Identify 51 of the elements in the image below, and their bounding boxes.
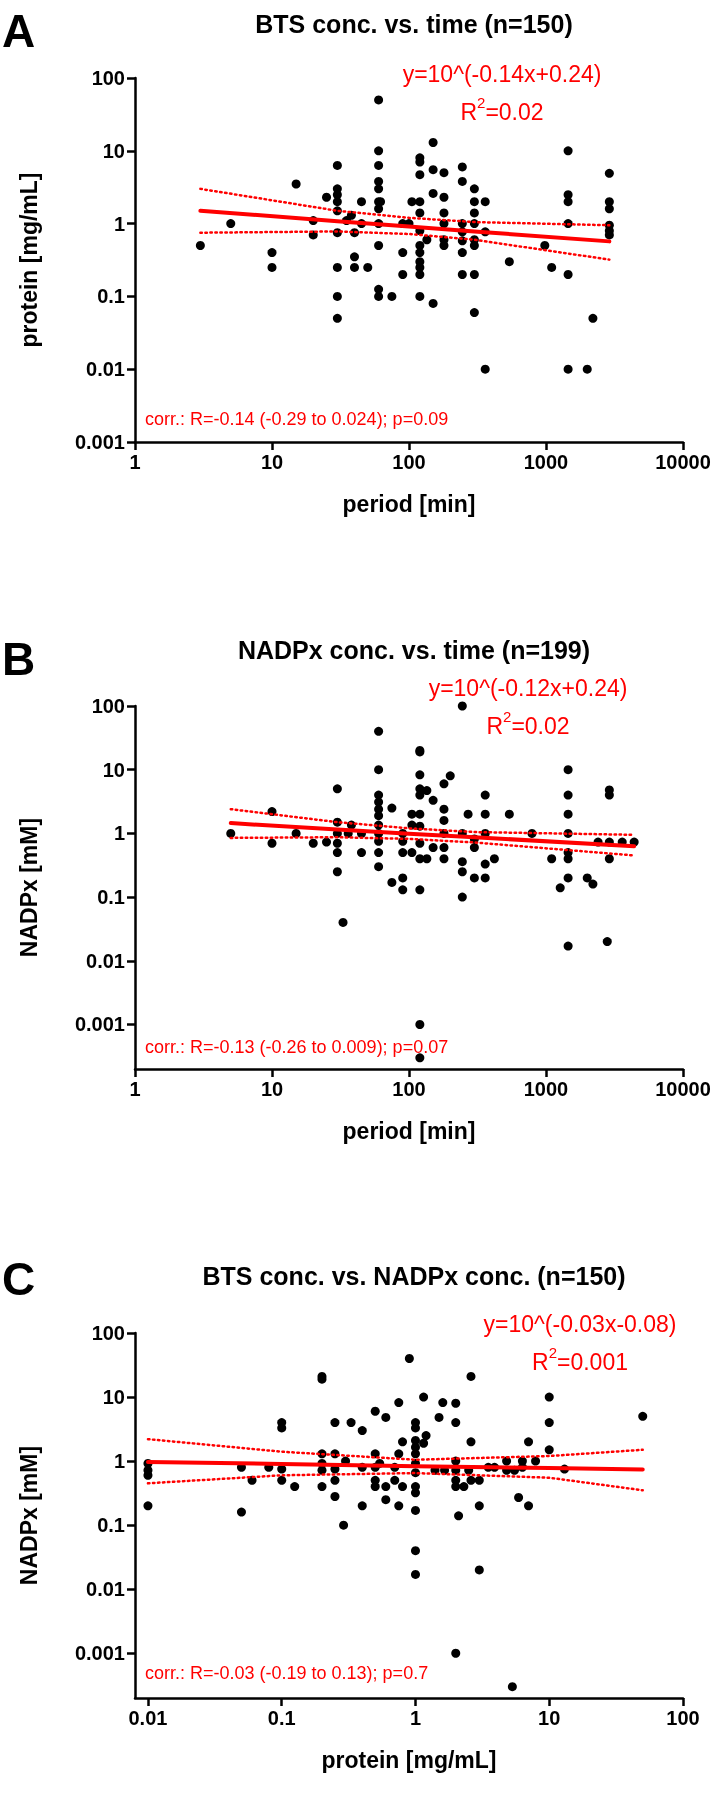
- y-tick-label: 0.01: [86, 949, 125, 972]
- y-tick-label: 0.1: [97, 1514, 125, 1537]
- y-axis-title: protein [mg/mL]: [15, 172, 42, 348]
- y-tick-label: 10: [102, 139, 125, 162]
- annotation: corr.: R=-0.03 (-0.19 to 0.13); p=0.7: [145, 1663, 429, 1683]
- y-axis-title: NADPx [mM]: [15, 1445, 42, 1586]
- text: B: [2, 633, 36, 685]
- y-tick-label: 100: [91, 67, 125, 89]
- x-tick-label: 100: [392, 451, 426, 473]
- y-axis-title: NADPx [mM]: [15, 817, 42, 958]
- y-tick-label: 0.001: [74, 1642, 125, 1665]
- text: A: [2, 5, 36, 57]
- text: C: [2, 1253, 36, 1305]
- x-tick-label: 0.01: [128, 1707, 168, 1729]
- x-tick-label: 100: [666, 1707, 700, 1729]
- y-tick-label: 0.1: [97, 285, 125, 308]
- x-tick-label: 10000: [655, 1078, 711, 1100]
- y-tick-label: 0.1: [97, 886, 125, 909]
- chart-title: BTS conc. vs. NADPx conc. (n=150): [202, 1261, 626, 1290]
- annotation: y=10^(-0.03x-0.08): [483, 1311, 677, 1337]
- x-tick-label: 1: [129, 451, 141, 473]
- y-tick-label: 10: [102, 758, 125, 781]
- y-tick-label: 0.01: [86, 358, 125, 381]
- x-tick-label: 10: [260, 1078, 284, 1100]
- x-axis-title: period [min]: [342, 490, 476, 517]
- annotation: corr.: R=-0.13 (-0.26 to 0.009); p=0.07: [145, 1037, 449, 1057]
- annotation: y=10^(-0.14x+0.24): [402, 61, 602, 87]
- y-tick-label: 0.001: [74, 1013, 125, 1036]
- y-tick-label: 0.01: [86, 1578, 125, 1601]
- y-tick-label: 1: [113, 822, 125, 845]
- x-tick-label: 1: [409, 1707, 422, 1729]
- chart-title: NADPx conc. vs. time (n=199): [237, 635, 591, 664]
- y-tick-label: 1: [113, 1450, 125, 1473]
- y-tick-label: 100: [91, 695, 125, 717]
- y-tick-label: 10: [102, 1386, 125, 1409]
- x-axis-title: protein [mg/mL]: [321, 1746, 497, 1773]
- y-tick-label: 100: [91, 1322, 125, 1344]
- x-tick-label: 0.1: [267, 1707, 296, 1729]
- x-tick-label: 10: [538, 1707, 561, 1729]
- text: y=10^(-0.12x+0.24): [428, 675, 628, 701]
- chart-title: BTS conc. vs. time (n=150): [255, 9, 573, 38]
- x-tick-label: 1000: [523, 451, 569, 473]
- x-tick-label: 10000: [655, 451, 711, 473]
- x-axis-title: period [min]: [342, 1117, 476, 1144]
- annotation: corr.: R=-0.14 (-0.29 to 0.024); p=0.09: [145, 409, 449, 429]
- x-tick-label: 1: [129, 1078, 141, 1100]
- x-tick-label: 100: [392, 1078, 426, 1100]
- y-tick-label: 0.001: [74, 431, 125, 453]
- x-tick-label: 10: [260, 451, 284, 473]
- x-tick-label: 1000: [523, 1078, 569, 1100]
- y-tick-label: 1: [113, 212, 125, 235]
